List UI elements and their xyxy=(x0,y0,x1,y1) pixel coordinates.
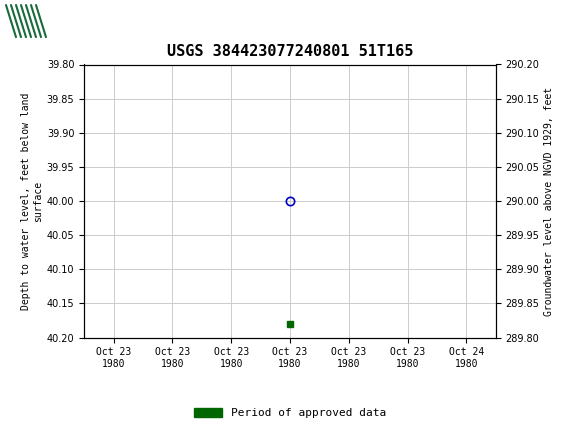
Bar xyxy=(4,4,40,41)
Text: USGS 384423077240801 51T165: USGS 384423077240801 51T165 xyxy=(167,44,413,59)
Text: USGS: USGS xyxy=(46,14,106,33)
Y-axis label: Depth to water level, feet below land
surface: Depth to water level, feet below land su… xyxy=(21,92,42,310)
Legend: Period of approved data: Period of approved data xyxy=(194,408,386,418)
Y-axis label: Groundwater level above NGVD 1929, feet: Groundwater level above NGVD 1929, feet xyxy=(543,86,554,316)
